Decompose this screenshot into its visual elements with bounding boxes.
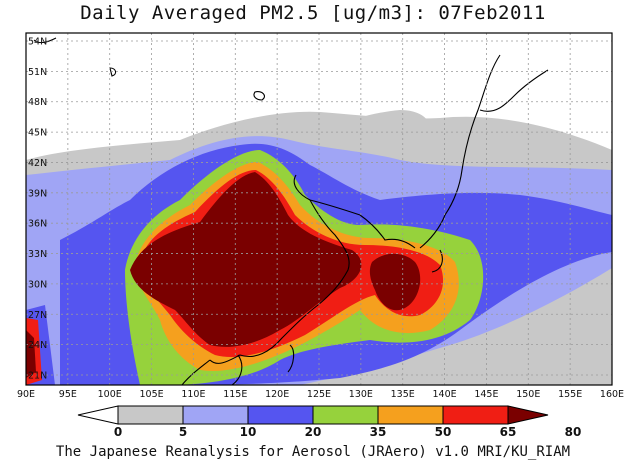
concentration-field bbox=[26, 110, 612, 385]
lat-tick-label: 39N bbox=[28, 188, 47, 199]
lon-tick-label: 160E bbox=[600, 389, 624, 400]
lon-tick-label: 100E bbox=[98, 389, 122, 400]
lat-tick-label: 42N bbox=[28, 158, 47, 169]
colorbar-swatch bbox=[312, 405, 379, 425]
longitude-ticks: 90E 95E 100E 105E 110E 115E 120E 125E 130E 135E 14… bbox=[17, 389, 624, 400]
lat-tick-label: 24N bbox=[28, 340, 47, 351]
lon-tick-label: 105E bbox=[140, 389, 164, 400]
lon-tick-label: 115E bbox=[223, 389, 247, 400]
lon-tick-label: 150E bbox=[516, 389, 540, 400]
lon-tick-label: 95E bbox=[59, 389, 77, 400]
lon-tick-label: 90E bbox=[17, 389, 35, 400]
lat-tick-label: 36N bbox=[28, 219, 47, 230]
plot-frame bbox=[25, 32, 613, 386]
lat-tick-label: 33N bbox=[28, 249, 47, 260]
colorbar-swatch bbox=[182, 405, 249, 425]
colorbar-arrow-low bbox=[77, 405, 119, 425]
colorbar-arrow-high bbox=[507, 405, 549, 425]
colorbar-level-label: 10 bbox=[240, 425, 257, 439]
lat-tick-label: 48N bbox=[28, 97, 47, 108]
colorbar-level-label: 80 bbox=[565, 425, 582, 439]
lat-tick-label: 30N bbox=[28, 279, 47, 290]
colorbar-swatch bbox=[247, 405, 314, 425]
colorbar-level-label: 20 bbox=[305, 425, 322, 439]
colorbar-level-label: 50 bbox=[435, 425, 452, 439]
graticule bbox=[26, 33, 612, 385]
colorbar-level-label: 0 bbox=[114, 425, 122, 439]
lat-tick-label: 54N bbox=[28, 37, 47, 48]
colorbar-level-label: 5 bbox=[179, 425, 187, 439]
colorbar-swatch bbox=[442, 405, 509, 425]
lon-tick-label: 120E bbox=[265, 389, 289, 400]
lat-tick-label: 45N bbox=[28, 128, 47, 139]
map-title: Daily Averaged PM2.5 [ug/m3]: 07Feb2011 bbox=[80, 2, 546, 24]
lon-tick-label: 130E bbox=[349, 389, 373, 400]
colorbar-level-label: 65 bbox=[500, 425, 517, 439]
colorbar: 0 5 10 20 35 50 65 80 bbox=[77, 405, 582, 439]
colorbar-level-label: 35 bbox=[370, 425, 387, 439]
footer-caption: The Japanese Reanalysis for Aerosol (JRA… bbox=[55, 444, 571, 460]
lon-tick-label: 110E bbox=[181, 389, 205, 400]
colorbar-swatch bbox=[117, 405, 184, 425]
latitude-ticks: 54N 51N 48N 45N 42N 39N 36N 33N 30N 27N 24N 21N bbox=[28, 37, 47, 382]
lon-tick-label: 155E bbox=[558, 389, 582, 400]
lon-tick-label: 145E bbox=[474, 389, 498, 400]
lon-tick-label: 135E bbox=[391, 389, 415, 400]
lat-tick-label: 21N bbox=[28, 371, 47, 382]
lon-tick-label: 140E bbox=[433, 389, 457, 400]
lat-tick-label: 27N bbox=[28, 310, 47, 321]
coastlines bbox=[33, 37, 549, 385]
lon-tick-label: 125E bbox=[307, 389, 331, 400]
colorbar-swatch bbox=[377, 405, 444, 425]
lat-tick-label: 51N bbox=[28, 67, 47, 78]
